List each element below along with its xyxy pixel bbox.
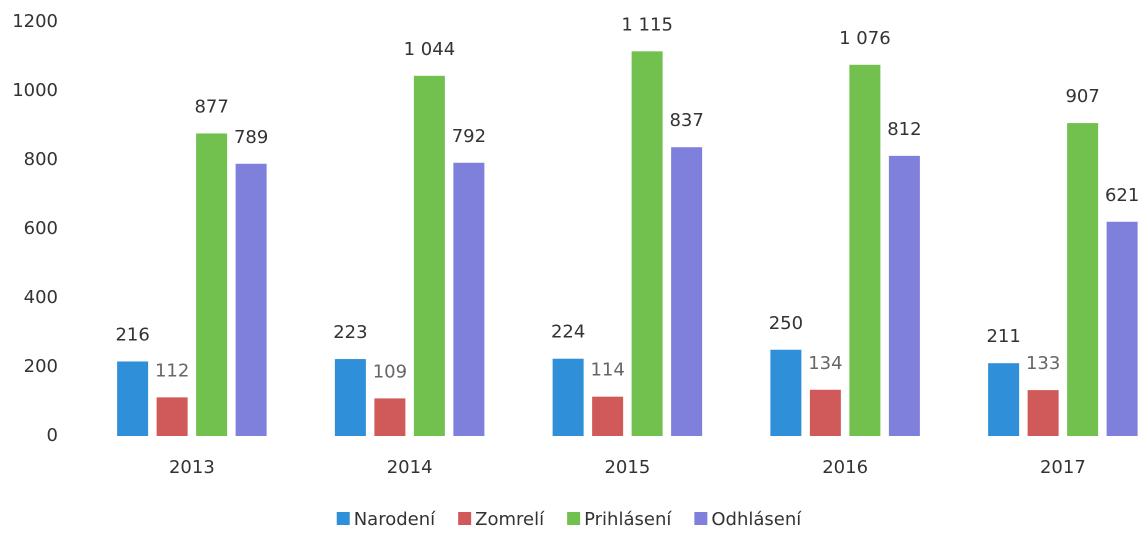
value-label: 837 <box>669 110 703 131</box>
bar <box>809 389 841 436</box>
x-tick-label: 2015 <box>604 457 650 478</box>
value-label: 134 <box>808 353 842 374</box>
y-tick-label: 200 <box>24 356 58 377</box>
bar <box>671 147 703 437</box>
bar <box>413 75 445 436</box>
legend-swatch <box>694 512 708 525</box>
legend-label: Narodení <box>354 509 436 530</box>
bar <box>1027 390 1059 436</box>
bar <box>770 349 802 436</box>
x-tick-label: 2014 <box>387 457 433 478</box>
bar <box>1067 123 1099 437</box>
bar <box>156 397 188 436</box>
bar <box>888 155 920 437</box>
y-tick-label: 0 <box>47 425 58 446</box>
y-tick-label: 1000 <box>12 80 58 101</box>
bar <box>374 398 406 436</box>
value-label: 621 <box>1105 185 1139 206</box>
y-tick-label: 1200 <box>12 11 58 32</box>
value-label: 1 115 <box>621 14 673 35</box>
value-label: 792 <box>452 126 486 147</box>
value-label: 109 <box>373 361 407 382</box>
value-label: 211 <box>986 326 1020 347</box>
bar <box>849 64 881 436</box>
value-label: 223 <box>333 322 367 343</box>
legend-label: Odhlásení <box>711 509 802 530</box>
bar <box>117 361 149 436</box>
value-label: 224 <box>551 322 585 343</box>
x-tick-label: 2013 <box>169 457 215 478</box>
bar <box>235 163 267 437</box>
bar <box>453 162 485 436</box>
x-tick-label: 2017 <box>1040 457 1086 478</box>
legend-label: Prihlásení <box>584 509 672 530</box>
value-label: 1 076 <box>839 28 891 49</box>
value-label: 114 <box>590 360 624 381</box>
bar <box>552 358 584 436</box>
legend-label: Zomrelí <box>475 509 545 530</box>
bar <box>631 51 663 436</box>
value-label: 789 <box>234 127 268 148</box>
bar <box>1106 221 1138 436</box>
y-tick-label: 800 <box>24 149 58 170</box>
x-tick-label: 2016 <box>822 457 868 478</box>
value-label: 1 044 <box>404 39 456 60</box>
legend-swatch <box>336 512 350 525</box>
y-tick-label: 400 <box>24 287 58 308</box>
legend-swatch <box>458 512 472 525</box>
value-label: 907 <box>1065 86 1099 107</box>
bar <box>988 363 1020 436</box>
value-label: 877 <box>194 96 228 117</box>
y-tick-label: 600 <box>24 218 58 239</box>
legend-swatch <box>567 512 581 525</box>
value-label: 250 <box>769 313 803 334</box>
bar <box>592 396 624 436</box>
value-label: 133 <box>1026 353 1060 374</box>
bar <box>196 133 228 436</box>
value-label: 216 <box>115 324 149 345</box>
value-label: 112 <box>155 360 189 381</box>
bar <box>334 359 366 436</box>
value-label: 812 <box>887 119 921 140</box>
